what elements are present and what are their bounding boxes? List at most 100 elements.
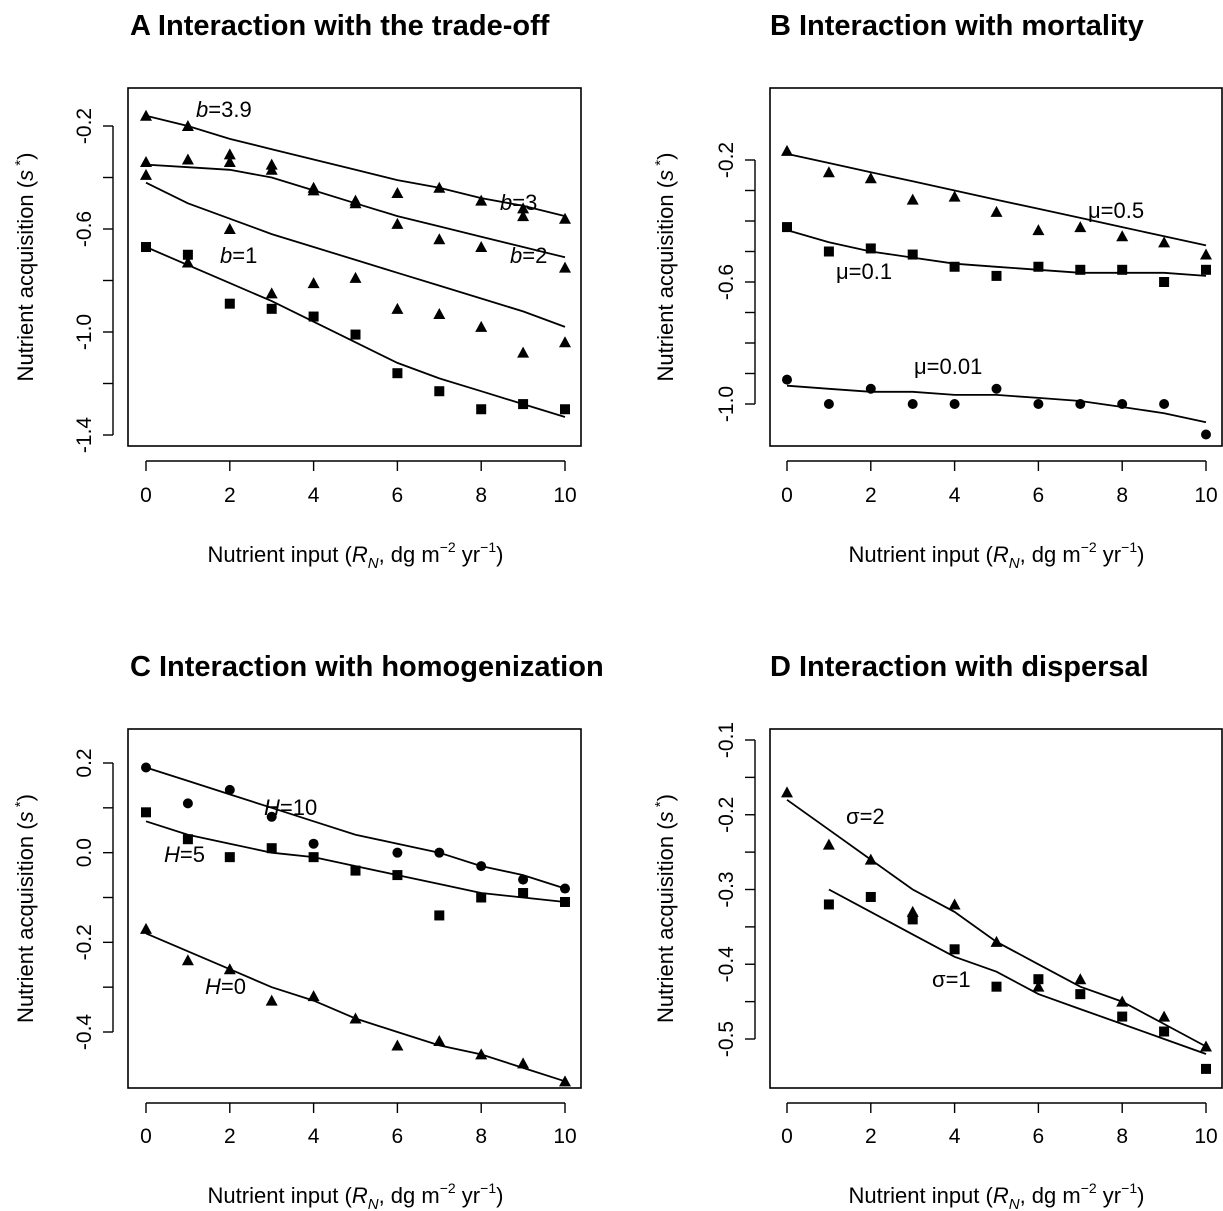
data-point: [518, 874, 529, 885]
data-point: [949, 261, 960, 272]
data-point: [517, 202, 530, 214]
data-point: [822, 166, 835, 178]
data-point: [392, 870, 403, 881]
data-point: [991, 981, 1002, 992]
y-tick-label: -0.5: [715, 1021, 738, 1057]
data-point: [1116, 995, 1129, 1007]
series-label: μ=0.01: [914, 354, 982, 379]
data-point: [907, 399, 918, 409]
data-point: [265, 287, 278, 299]
data-point: [265, 994, 278, 1006]
data-point: [865, 891, 876, 902]
data-point: [1032, 980, 1045, 992]
data-point: [391, 1039, 404, 1051]
fit-line: [786, 799, 1207, 1048]
y-tick-label: -0.4: [715, 946, 738, 983]
plot-frame: [127, 728, 582, 1089]
data-point: [224, 852, 235, 863]
data-point: [141, 762, 151, 773]
fit-line: [828, 888, 1207, 1055]
x-tick-label: 4: [308, 484, 320, 507]
data-point: [140, 922, 152, 934]
series-0: [141, 762, 570, 894]
x-tick-label: 6: [1033, 1125, 1045, 1148]
fit-line: [145, 246, 566, 418]
data-point: [990, 935, 1003, 947]
data-point: [559, 212, 571, 224]
series-3: [141, 242, 570, 418]
y-tick-label: -1.0: [715, 386, 738, 422]
data-point: [948, 190, 961, 202]
data-point: [433, 1034, 446, 1046]
series-label: b=2: [510, 243, 547, 268]
fit-line: [786, 384, 1207, 424]
data-point: [991, 383, 1002, 394]
data-point: [1075, 264, 1086, 275]
data-point: [307, 990, 320, 1002]
data-point: [823, 899, 834, 910]
data-point: [1033, 399, 1044, 409]
data-point: [1201, 264, 1211, 275]
data-point: [392, 847, 403, 858]
data-point: [518, 399, 529, 410]
data-point: [182, 834, 193, 845]
y-tick-label: -0.6: [715, 264, 738, 300]
panel-title: C Interaction with homogenization: [130, 651, 604, 683]
y-tick-label: -0.4: [73, 1014, 96, 1051]
data-point: [1117, 1011, 1128, 1022]
x-tick-label: 10: [1194, 1125, 1217, 1148]
data-point: [1201, 1063, 1211, 1074]
series-label: b=3: [500, 190, 537, 215]
data-point: [181, 153, 194, 165]
data-point: [559, 1075, 571, 1087]
data-point: [476, 861, 487, 872]
data-point: [349, 1012, 362, 1024]
data-point: [822, 838, 835, 850]
data-point: [1158, 236, 1171, 248]
x-tick-label: 8: [475, 1125, 487, 1148]
series-1: [140, 153, 571, 273]
x-tick-label: 0: [140, 1125, 152, 1148]
data-point: [1032, 224, 1045, 236]
data-point: [307, 181, 320, 193]
data-point: [1033, 261, 1044, 272]
data-point: [223, 148, 236, 160]
y-tick-label: -1.0: [73, 314, 96, 350]
data-point: [434, 910, 445, 921]
data-point: [476, 404, 487, 415]
data-point: [141, 242, 151, 253]
y-tick-label: 0.2: [73, 748, 96, 777]
data-point: [391, 302, 404, 314]
y-tick-label: -0.2: [73, 108, 96, 144]
data-point: [475, 241, 488, 253]
x-tick-label: 8: [475, 484, 487, 507]
x-tick-label: 2: [224, 1125, 236, 1148]
x-axis-label: Nutrient input (RN, dg m−2 yr−1): [208, 1180, 504, 1211]
plot-frame: [769, 728, 1223, 1089]
data-point: [223, 963, 236, 975]
data-point: [392, 368, 403, 379]
x-axis-label: Nutrient input (RN, dg m−2 yr−1): [849, 539, 1145, 572]
panel-d: D Interaction with dispersal 0 2 4 6 8 10 -0.1 -…: [652, 651, 1223, 1211]
plot-frame: [127, 87, 582, 447]
panel-title: B Interaction with mortality: [770, 10, 1144, 42]
data-point: [308, 852, 319, 863]
panel-b: B Interaction with mortality 0 2 4 6 8 10 -0.2 -…: [652, 10, 1223, 572]
x-tick-label: 8: [1116, 484, 1128, 507]
data-point: [349, 197, 362, 209]
series-1: [141, 807, 570, 921]
data-point: [266, 843, 277, 854]
data-point: [141, 807, 151, 818]
data-point: [391, 186, 404, 198]
data-point: [181, 954, 194, 966]
fit-line: [145, 114, 566, 217]
data-point: [307, 277, 320, 289]
x-tick-label: 2: [865, 484, 877, 507]
data-point: [1033, 974, 1044, 985]
data-point: [1117, 264, 1128, 275]
series-label: H=5: [164, 842, 205, 867]
data-point: [948, 898, 961, 910]
fit-line: [145, 766, 566, 890]
data-point: [140, 168, 152, 180]
